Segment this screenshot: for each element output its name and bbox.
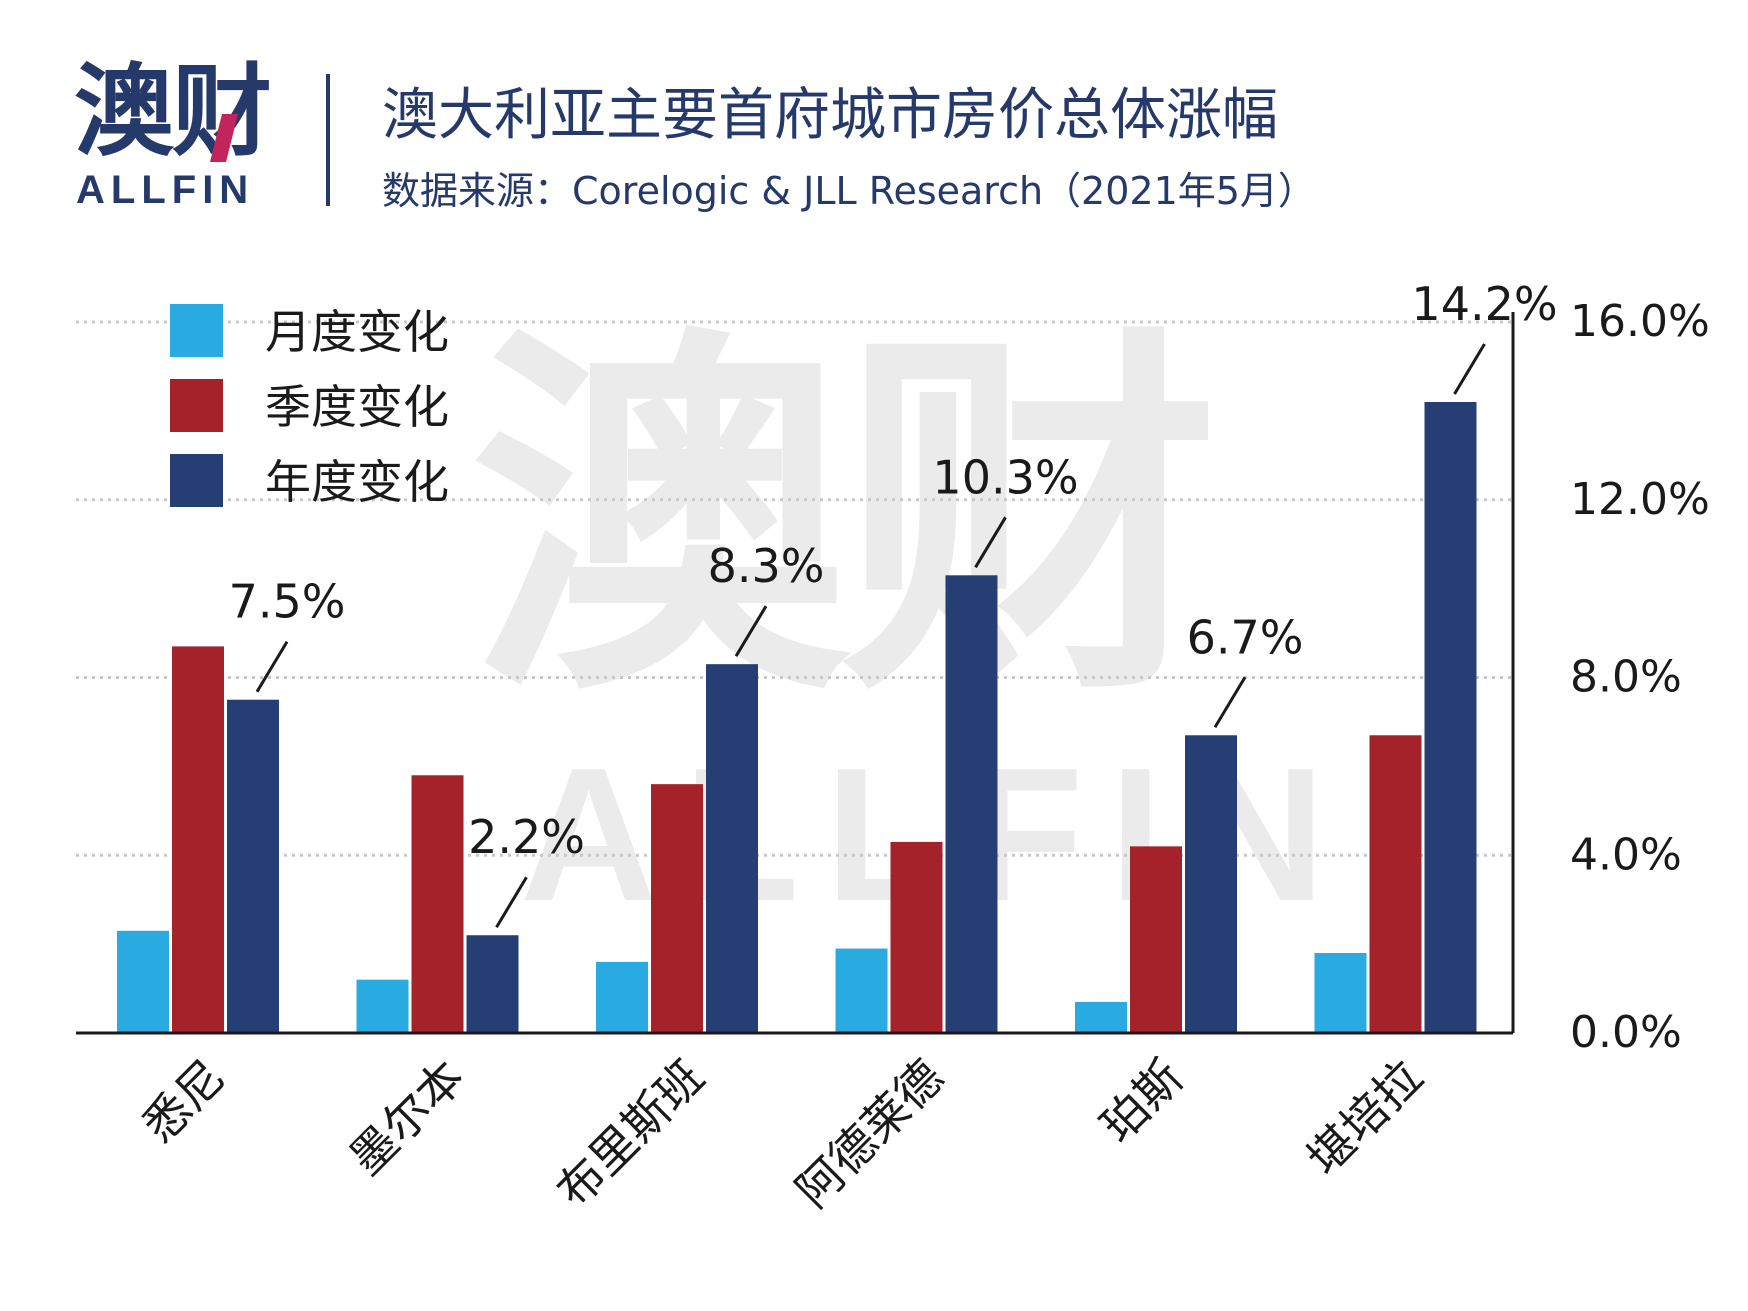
data-label: 6.7% [1187, 610, 1304, 664]
legend-label: 月度变化 [265, 305, 449, 359]
header-divider [326, 74, 330, 206]
y-tick-label: 0.0% [1570, 1007, 1682, 1058]
bars [117, 401, 1477, 1033]
bar [651, 784, 703, 1033]
bar [227, 699, 279, 1033]
bar [356, 979, 409, 1033]
x-tick-label: 珀斯 [1090, 1050, 1193, 1153]
annotation-leader [495, 876, 528, 929]
y-tick-label: 4.0% [1570, 829, 1682, 880]
bar [117, 930, 169, 1033]
annotation-leader [1453, 343, 1486, 395]
bar [945, 575, 998, 1033]
annotation-leader [255, 640, 289, 693]
chart-title: 澳大利亚主要首府城市房价总体涨幅 [382, 83, 1278, 148]
legend-swatch [170, 379, 223, 432]
brand-logo-cn: 澳财 [74, 53, 272, 170]
bar-annotations: 7.5% 2.2% 8.3% 10.3% 6.7% 14.2% [229, 277, 1558, 929]
annotation-leader [974, 516, 1007, 569]
y-tick-labels: 0.0% 4.0% 8.0% 12.0% 16.0% [1570, 296, 1710, 1058]
x-tick-label: 阿德莱德 [785, 1050, 953, 1218]
data-label: 14.2% [1411, 277, 1557, 331]
legend-swatch [170, 304, 223, 357]
data-label: 7.5% [229, 575, 346, 629]
bar [835, 948, 888, 1033]
annotation-leader [734, 605, 768, 657]
brand-logo-en: ALLFIN [76, 168, 255, 212]
x-tick-label: 布里斯班 [546, 1050, 714, 1218]
x-tick-label: 墨尔本 [339, 1050, 475, 1186]
axes [76, 312, 1515, 1035]
y-tick-label: 12.0% [1570, 474, 1710, 525]
legend-label: 年度变化 [265, 455, 449, 509]
legend-label: 季度变化 [265, 380, 449, 434]
bar [890, 841, 943, 1033]
bar [1314, 953, 1367, 1033]
bar [1130, 846, 1182, 1033]
legend-swatch [170, 454, 223, 507]
chart-header: 澳财 ALLFIN 澳大利亚主要首府城市房价总体涨幅 数据来源：Corelogi… [0, 0, 1748, 230]
bar [411, 775, 464, 1033]
x-tick-label: 悉尼 [132, 1050, 235, 1153]
y-tick-label: 16.0% [1570, 296, 1710, 347]
bar [1185, 735, 1237, 1033]
bar [706, 664, 758, 1033]
bar [596, 961, 648, 1033]
x-tick-labels: 悉尼 墨尔本 布里斯班 阿德莱德 珀斯 堪培拉 [132, 1050, 1433, 1218]
chart-subtitle: 数据来源：Corelogic & JLL Research（2021年5月） [382, 169, 1316, 213]
annotation-leader [1213, 676, 1247, 729]
data-label: 2.2% [468, 810, 585, 864]
bar [1369, 735, 1422, 1033]
data-label: 10.3% [932, 450, 1078, 504]
y-tick-label: 8.0% [1570, 652, 1682, 703]
bar [1075, 1001, 1127, 1033]
watermark-logo-cn: 澳财 [470, 298, 1220, 741]
bar [466, 935, 519, 1033]
x-tick-label: 堪培拉 [1297, 1050, 1433, 1186]
bar [172, 646, 224, 1033]
bar [1424, 401, 1477, 1033]
data-label: 8.3% [708, 539, 825, 593]
